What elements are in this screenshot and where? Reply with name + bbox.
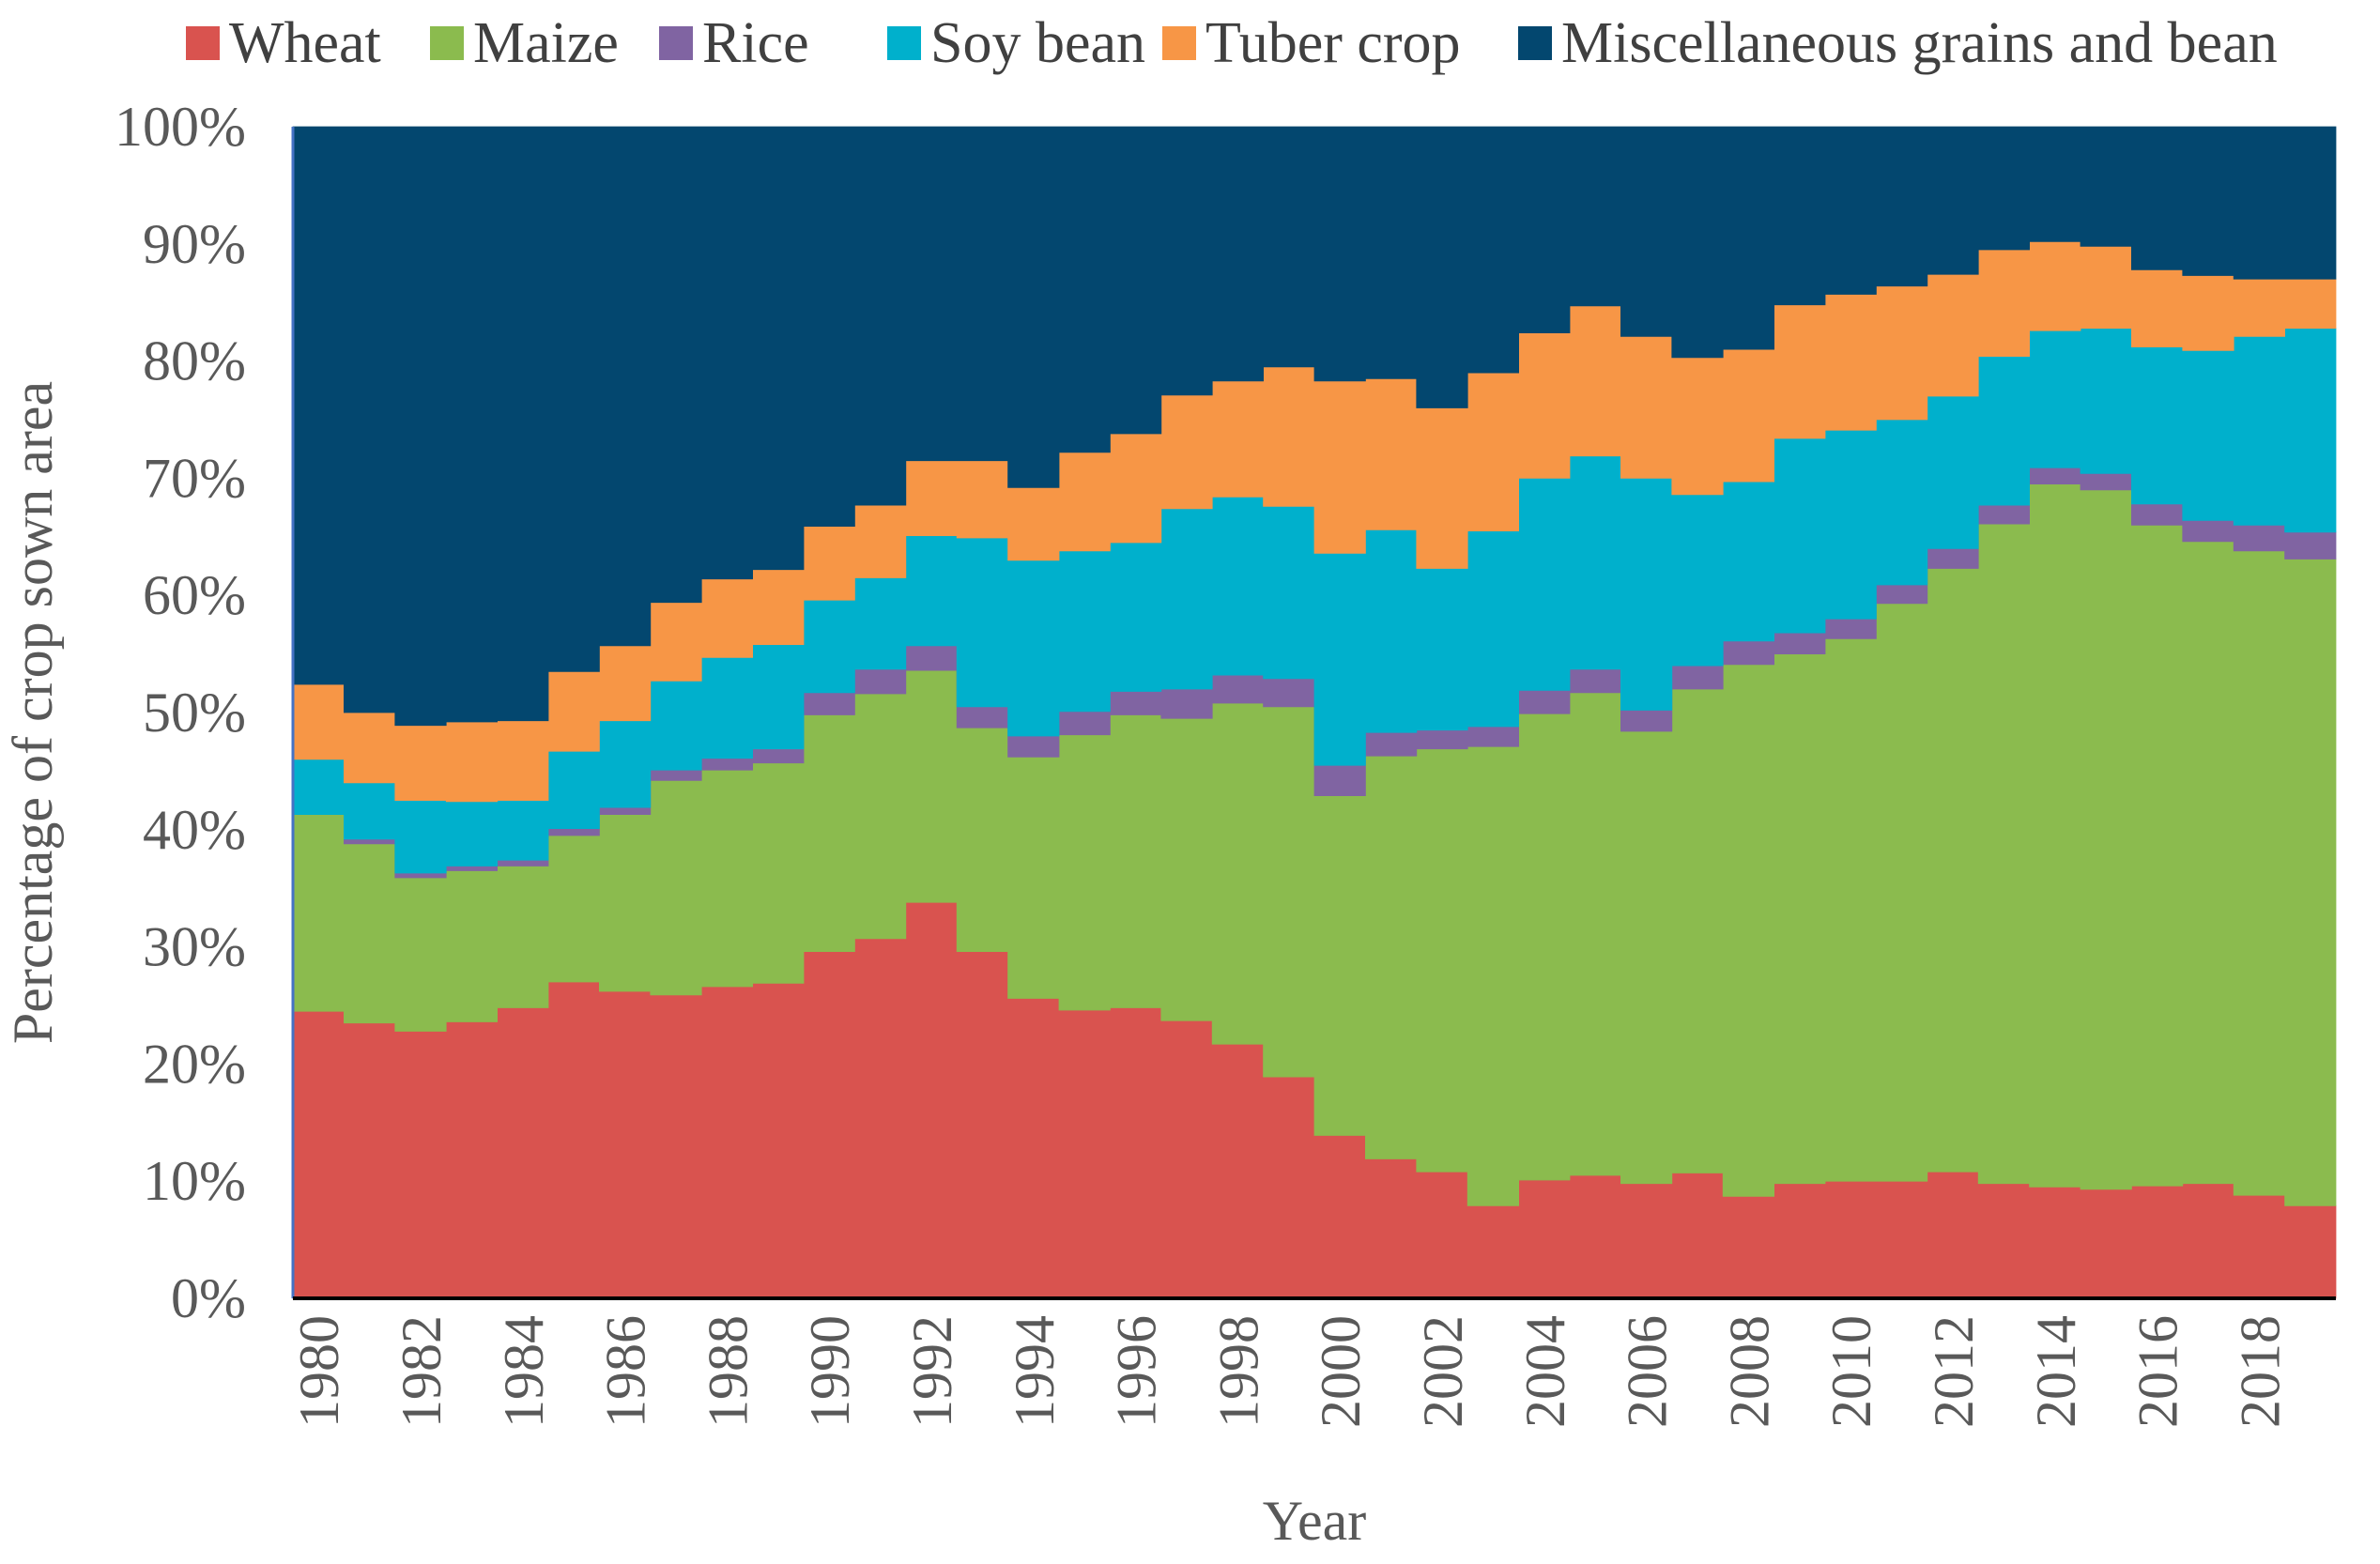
y-tick-label: 60% xyxy=(143,564,246,626)
x-tick-label: 2006 xyxy=(1617,1315,1679,1428)
legend-swatch-maize xyxy=(430,26,464,60)
area-miscellaneous-grains-and-bean xyxy=(292,126,2337,727)
x-tick-label: 2014 xyxy=(2025,1315,2087,1428)
x-tick-label: 2010 xyxy=(1820,1315,1882,1428)
y-axis-ticks: 0% 10% 20% 30% 40% 50% 60% 70% 80% 90% 100% xyxy=(115,96,246,1329)
legend-label-maize: Maize xyxy=(473,11,619,75)
y-tick-label: 80% xyxy=(143,330,246,392)
x-tick-label: 2008 xyxy=(1718,1315,1780,1428)
y-tick-label: 40% xyxy=(143,799,246,861)
x-axis-title: Year xyxy=(1263,1490,1367,1552)
x-tick-label: 2016 xyxy=(2127,1315,2189,1428)
x-tick-label: 1986 xyxy=(595,1315,657,1428)
legend-label-soy-bean: Soy bean xyxy=(930,11,1145,75)
y-axis-title: Percentage of crop sown area xyxy=(2,381,64,1044)
y-tick-label: 10% xyxy=(143,1150,246,1212)
y-tick-label: 20% xyxy=(143,1033,246,1095)
y-tick-label: 50% xyxy=(143,682,246,744)
x-tick-label: 1994 xyxy=(1004,1315,1066,1428)
y-tick-label: 100% xyxy=(115,96,246,158)
x-tick-label: 1984 xyxy=(493,1315,555,1428)
plot-area xyxy=(291,126,2337,1300)
y-tick-label: 90% xyxy=(143,213,246,275)
x-tick-label: 1992 xyxy=(901,1315,963,1428)
legend-label-miscellaneous-grains-and-bean: Miscellaneous grains and bean xyxy=(1561,11,2278,75)
legend-swatch-miscellaneous-grains-and-bean xyxy=(1518,26,1552,60)
x-tick-label: 1998 xyxy=(1207,1315,1269,1428)
legend: Wheat Maize Rice Soy bean Tuber crop Miscella… xyxy=(186,11,2278,75)
legend-swatch-rice xyxy=(659,26,693,60)
legend-swatch-soy-bean xyxy=(887,26,921,60)
x-tick-label: 2002 xyxy=(1412,1315,1474,1428)
y-tick-label: 30% xyxy=(143,916,246,978)
legend-label-rice: Rice xyxy=(702,11,809,75)
legend-swatch-wheat xyxy=(186,26,220,60)
x-tick-label: 1996 xyxy=(1106,1315,1168,1428)
legend-swatch-tuber-crop xyxy=(1162,26,1196,60)
legend-label-wheat: Wheat xyxy=(229,11,381,75)
x-tick-label: 1980 xyxy=(288,1315,350,1428)
x-tick-label: 1990 xyxy=(799,1315,861,1428)
y-tick-label: 0% xyxy=(171,1267,246,1329)
x-tick-label: 2018 xyxy=(2229,1315,2291,1428)
x-tick-label: 2004 xyxy=(1514,1315,1576,1428)
legend-label-tuber-crop: Tuber crop xyxy=(1205,11,1461,75)
y-tick-label: 70% xyxy=(143,447,246,509)
x-tick-label: 1988 xyxy=(697,1315,759,1428)
stacked-areas xyxy=(292,126,2337,1299)
x-tick-label: 1982 xyxy=(391,1315,453,1428)
x-tick-label: 2000 xyxy=(1310,1315,1372,1428)
x-tick-label: 2012 xyxy=(1923,1315,1985,1428)
x-axis-ticks: 1980 1982 1984 1986 1988 1990 1992 1994 1996 1998… xyxy=(288,1315,2291,1428)
